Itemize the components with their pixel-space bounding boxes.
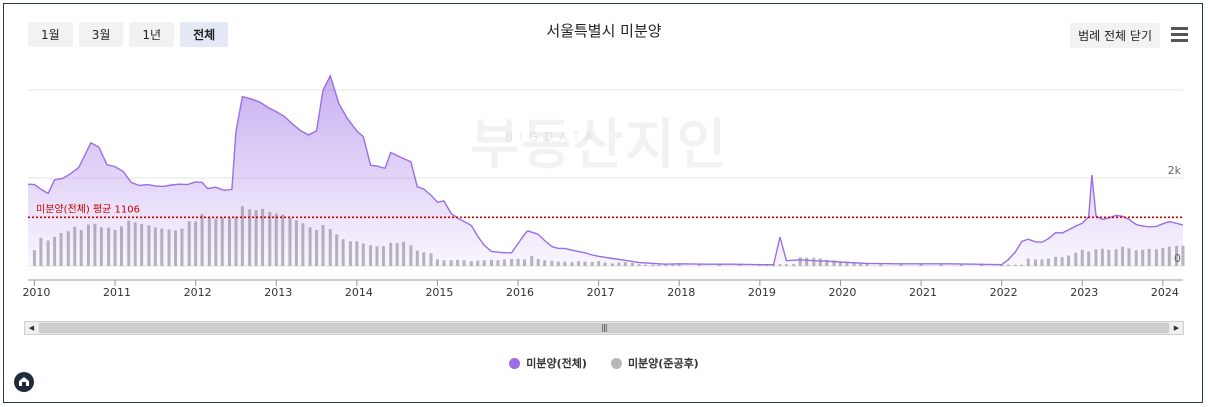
x-tick-label: 2021 [909,286,937,299]
x-tick-label: 2020 [828,286,856,299]
x-tick-label: 2017 [587,286,615,299]
range-button-all[interactable]: 전체 [180,22,229,47]
line-total [27,74,1184,266]
legend-item-total[interactable]: 미분양(전체) [509,355,587,371]
legend-dot-total-icon [509,357,521,369]
range-button-1month[interactable]: 1월 [28,22,73,47]
navigator-scrollbar[interactable]: ◀ ||| ▶ [24,321,1184,335]
legend-toggle-button[interactable]: 범례 전체 닫기 [1070,23,1160,48]
legend-label-total: 미분양(전체) [526,357,587,370]
x-tick-label: 2015 [425,286,453,299]
x-tick-label: 2012 [184,286,212,299]
x-tick-label: 2016 [506,286,534,299]
y-tick-label: 0 [1174,252,1181,265]
x-tick-label: 2011 [103,286,131,299]
site-logo-icon[interactable] [14,372,34,392]
range-button-group: 1월 3월 1년 전체 [28,22,229,47]
range-button-1year[interactable]: 1년 [129,22,175,47]
legend-label-completed: 미분양(준공후) [627,357,699,370]
area-total-fill [28,75,1183,267]
hamburger-menu-icon[interactable] [1171,27,1188,45]
scroll-left-icon[interactable]: ◀ [25,322,38,334]
watermark: 부동산지인 [470,113,729,176]
scrollbar-thumb[interactable]: ||| [39,323,1169,333]
scroll-right-icon[interactable]: ▶ [1170,322,1183,334]
x-tick-label: 2024 [1151,286,1179,299]
range-button-3month[interactable]: 3월 [78,22,124,47]
legend-dot-completed-icon [610,357,622,369]
average-label: 미분양(전체) 평균 1106 [36,203,140,215]
x-tick-label: 2013 [264,286,292,299]
x-tick-label: 2010 [22,286,50,299]
x-tick-label: 2023 [1070,286,1098,299]
legend: 미분양(전체) 미분양(준공후) [0,355,1208,371]
x-tick-label: 2018 [667,286,695,299]
chart-title: 서울특별시 미분양 [546,22,662,40]
watermark-sub: BIGDATA [505,130,599,144]
y-tick-label: 2k [1168,164,1182,177]
legend-item-completed[interactable]: 미분양(준공후) [610,355,699,371]
x-tick-label: 2019 [748,286,776,299]
x-tick-label: 2022 [990,286,1018,299]
x-tick-label: 2014 [345,286,373,299]
